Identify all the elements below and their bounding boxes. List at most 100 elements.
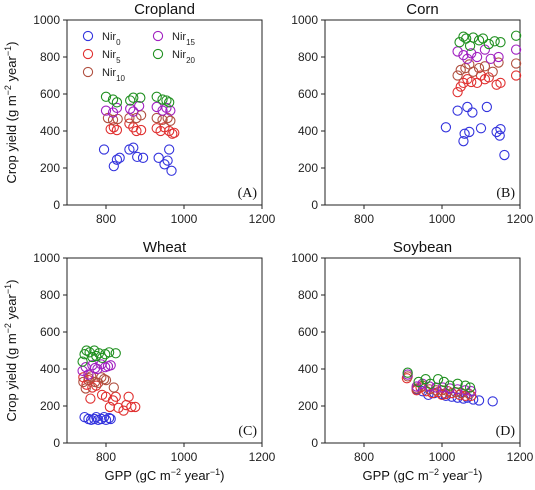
data-point-nir5 [108,122,119,133]
y-axis-label: Crop yield (g m−2 year−1) [3,42,19,184]
data-point-nir15 [111,102,123,114]
data-point-nir10 [473,62,485,74]
y-tick-label: 0 [53,198,60,212]
y-tick-label: 0 [311,198,318,212]
y-tick-label: 400 [298,124,318,138]
data-point-nir20 [128,92,139,103]
panel-soybean: Soybean 0 200 400 600 800 1000 800 1000 1200 (D) GP… [291,239,533,483]
data-point-nir10 [100,374,112,386]
panel-title: Wheat [143,239,187,256]
data-point-nir20 [460,380,471,391]
y-tick-label: 600 [298,87,318,101]
data-point-nir10 [102,112,114,124]
data-point-nir15 [466,48,477,59]
data-point-nir10 [98,374,110,385]
data-point-nir5 [123,391,134,402]
data-point-nir5 [78,372,89,383]
data-point-nir5 [510,70,522,81]
x-tick-label: 1000 [429,450,456,464]
y-tick-label: 200 [298,161,318,175]
panel-label: (D) [496,424,516,439]
data-point-nir0 [495,123,506,135]
data-point-nir15 [462,53,473,64]
data-point-nir20 [77,356,88,367]
y-tick-label: 1000 [33,13,60,27]
data-point-nir5 [495,77,506,89]
data-point-nir15 [458,50,469,61]
x-tick-label: 800 [96,212,116,226]
data-point-nir5 [130,401,141,413]
data-point-nir5 [169,127,180,138]
y-tick-label: 1000 [33,251,60,265]
y-tick-label: 200 [40,399,60,413]
data-point-nir0 [91,411,102,423]
x-tick-label: 1200 [249,450,276,464]
y-tick-label: 600 [40,87,60,101]
data-point-nir20 [413,376,424,388]
data-point-nir20 [135,92,146,103]
legend-label: Nir0 [102,31,121,47]
data-point-nir0 [164,144,175,155]
data-point-nir20 [157,94,168,105]
data-point-nir10 [424,384,435,395]
data-point-nir0 [440,122,452,133]
data-point-nir10 [479,61,491,72]
y-tick-label: 800 [40,50,60,64]
data-point-nir0 [487,396,498,407]
y-tick-label: 600 [298,325,318,339]
data-point-nir0 [100,414,112,426]
data-point-nir5 [466,76,477,88]
panel-label: (A) [238,186,258,201]
panel-corn: Corn 0 200 400 600 800 1000 800 1000 1200 (B) [291,1,533,226]
data-point-nir5 [105,123,116,135]
data-point-nir10 [86,371,97,382]
data-point-nir20 [110,348,121,359]
data-point-nir15 [411,381,422,392]
data-point-nir20 [96,352,108,364]
data-point-nir0 [473,395,485,406]
legend-label: Nir10 [102,67,126,83]
data-point-nir15 [430,382,442,393]
data-point-nir20 [151,91,162,102]
data-point-nir0 [98,144,110,155]
data-point-nir5 [483,72,494,83]
data-point-nir5 [85,393,96,404]
y-tick-label: 200 [298,399,318,413]
data-point-nir5 [128,122,139,133]
data-point-nir15 [165,105,176,116]
data-point-nir20 [125,95,136,106]
y-tick-label: 200 [40,161,60,175]
x-tick-label: 1000 [429,212,456,226]
y-tick-label: 600 [40,325,60,339]
panels-container: Cropland 0 200 400 600 800 1000 800 1000 1200 (A) C… [3,1,534,483]
data-point-nir20 [100,91,112,102]
data-point-nir10 [455,64,466,76]
x-tick-label: 800 [96,450,116,464]
data-point-nir5 [111,124,123,136]
data-point-nir0 [114,152,125,163]
panel-title: Cropland [134,1,195,18]
data-point-nir15 [493,51,504,63]
data-point-nir10 [430,385,442,396]
data-point-nir20 [425,378,436,389]
data-point-nir15 [151,101,162,113]
data-point-nir5 [466,390,477,401]
data-point-nir0 [103,412,115,424]
x-tick-label: 800 [354,212,374,226]
data-point-nir20 [483,38,494,50]
data-point-nir0 [132,151,143,163]
data-point-nir10 [464,388,475,400]
data-point-nir5 [167,128,178,139]
x-tick-label: 1200 [507,450,534,464]
data-point-nir20 [438,376,450,388]
data-point-nir15 [444,383,455,394]
legend-marker [82,30,94,42]
data-point-nir0 [111,154,123,165]
data-point-nir5 [124,118,135,129]
data-point-nir0 [128,142,139,153]
data-point-nir5 [107,395,119,406]
x-tick-label: 800 [354,450,374,464]
data-point-nir10 [78,376,89,388]
data-point-nir20 [81,345,92,356]
panel-cropland: Cropland 0 200 400 600 800 1000 800 1000 1200 (A) C… [3,1,276,226]
